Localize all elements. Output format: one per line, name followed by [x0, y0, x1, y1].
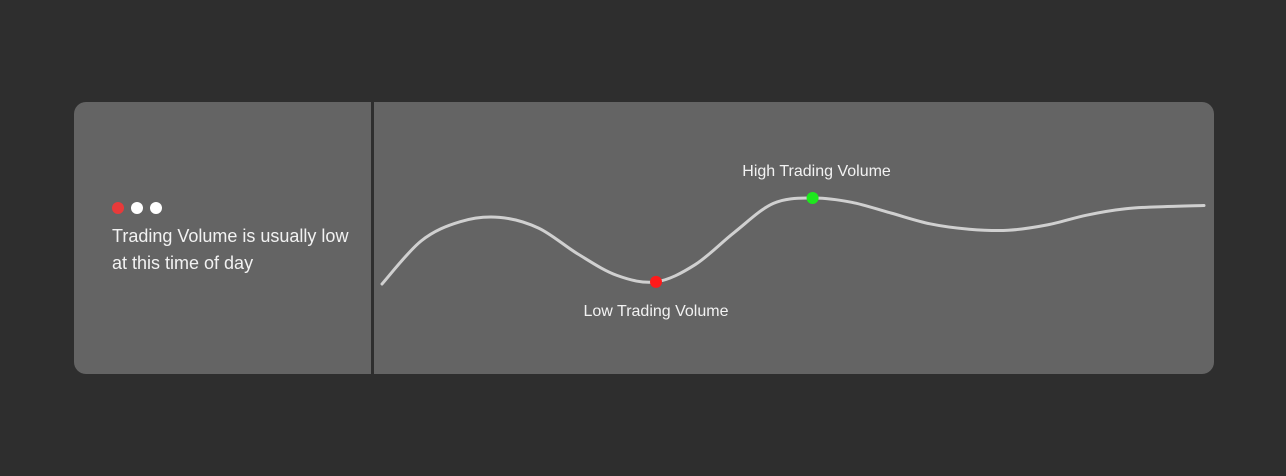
indicator-dot-1[interactable] — [112, 202, 124, 214]
panel-divider — [371, 102, 374, 374]
low-volume-label: Low Trading Volume — [584, 303, 729, 320]
high-volume-label: High Trading Volume — [742, 163, 891, 180]
trading-volume-card: Trading Volume is usually low at this ti… — [74, 102, 1214, 374]
chart-panel: Low Trading Volume High Trading Volume — [374, 102, 1214, 374]
indicator-dot-2[interactable] — [131, 202, 143, 214]
info-panel: Trading Volume is usually low at this ti… — [74, 102, 371, 374]
volume-chart: Low Trading Volume High Trading Volume — [380, 163, 1206, 320]
high-volume-marker — [806, 192, 819, 204]
indicator-dot-3[interactable] — [150, 202, 162, 214]
volume-curve — [380, 196, 1206, 286]
page-indicator — [112, 202, 162, 214]
trading-volume-message: Trading Volume is usually low at this ti… — [112, 226, 349, 273]
low-volume-marker — [650, 275, 662, 288]
